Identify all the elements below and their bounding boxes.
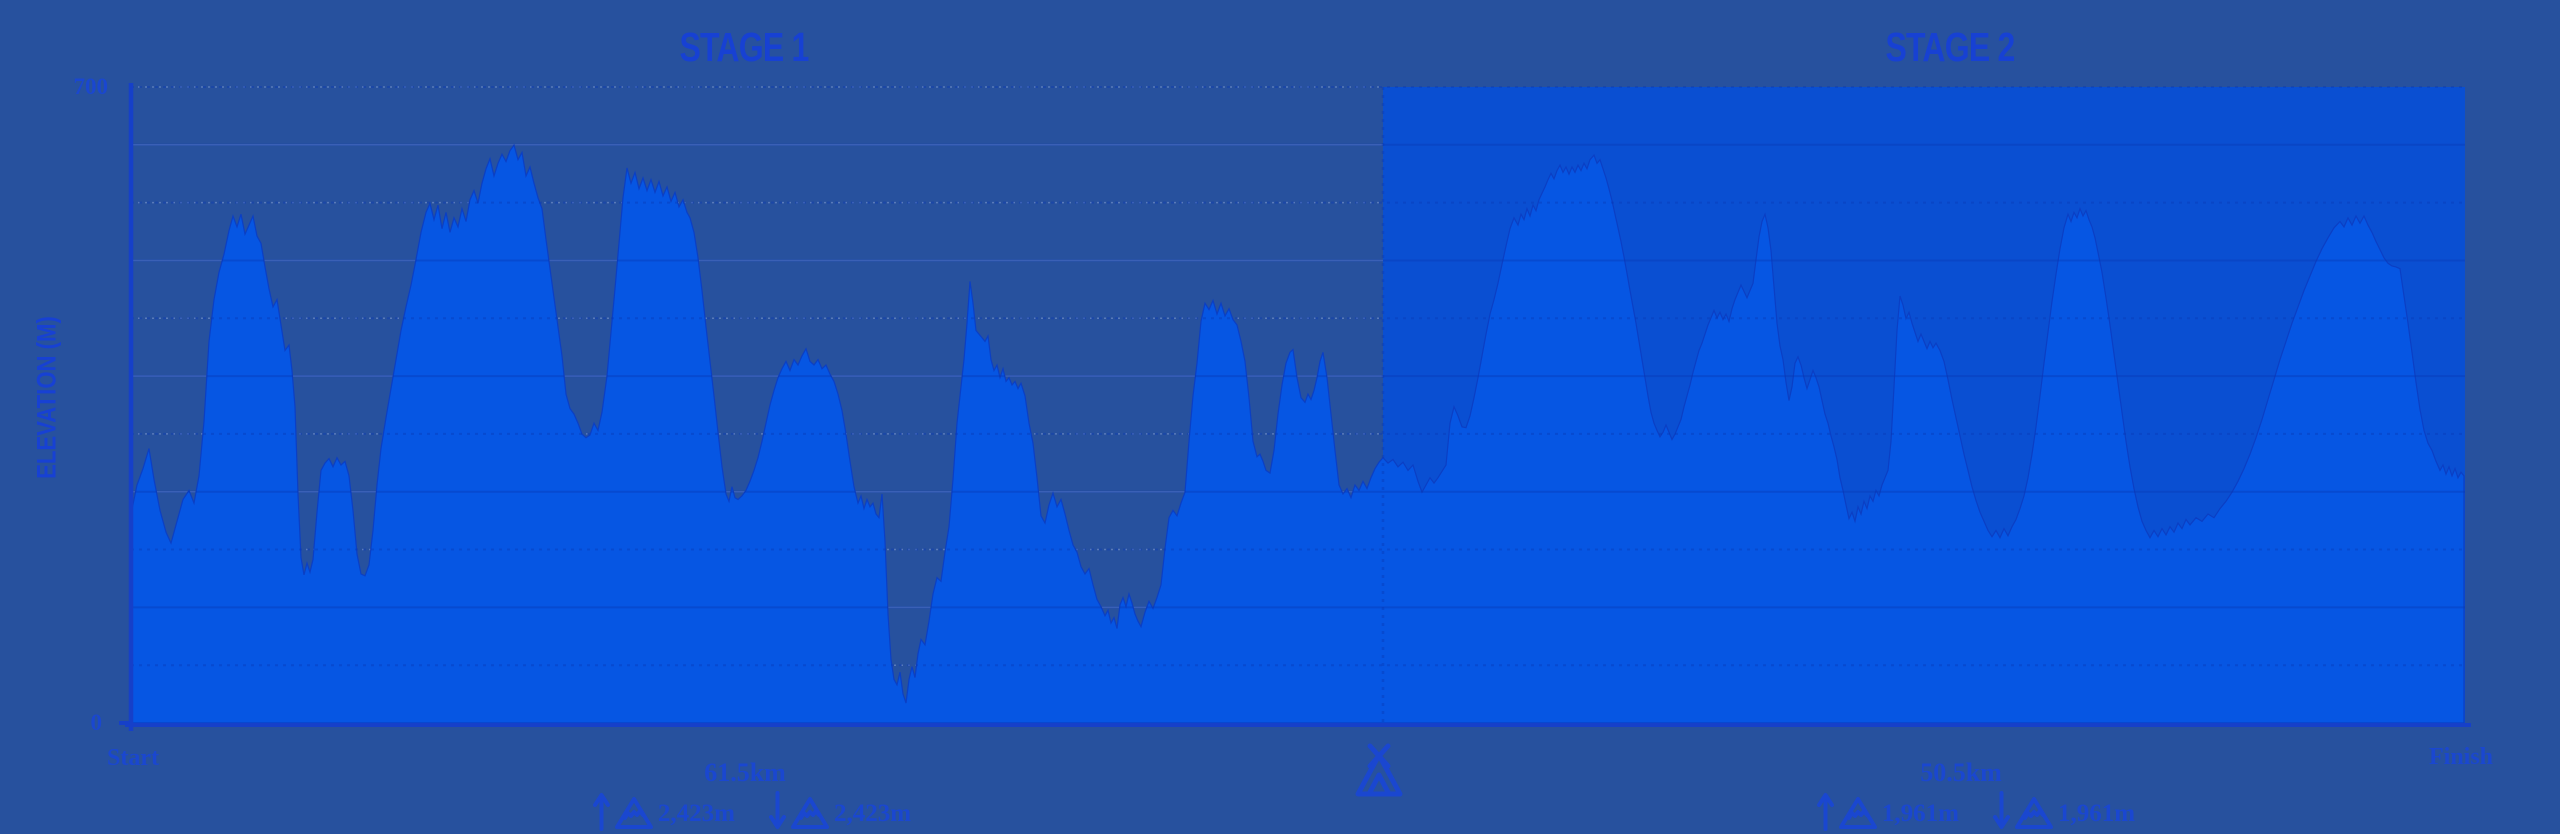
y-axis-max-label: 700 [73, 74, 109, 99]
y-axis-title: ELEVATION (M) [31, 316, 62, 479]
mountain-icon [2015, 797, 2053, 829]
stage1-loss-stat: 2,423m [769, 791, 911, 831]
stage2-stats-row: 1,961m 1,961m [1816, 788, 2136, 834]
arrow-down-icon [769, 791, 786, 829]
stage1-gain-stat: 2,423m [592, 791, 735, 831]
y-axis-min-label: 0 [90, 710, 103, 735]
x-axis-finish-label: Finish [2428, 744, 2494, 770]
stage2-gain-stat: 1,961m [1816, 791, 1959, 831]
stage2-loss-stat: 1,961m [1993, 791, 2135, 831]
stage1-loss-value: 2,423m [834, 800, 912, 827]
stage2-title: STAGE 2 [1885, 24, 2015, 70]
arrow-down-icon [1993, 791, 2010, 829]
mountain-icon [1838, 797, 1877, 829]
mountain-icon [791, 797, 829, 829]
arrow-up-icon [1816, 793, 1834, 831]
stage1-distance-label: 61.5km [704, 758, 786, 787]
stage2-distance-label: 50.5km [1920, 758, 2002, 787]
stage1-title: STAGE 1 [679, 24, 809, 70]
x-axis-start-label: Start [107, 745, 159, 771]
stage2-loss-value: 1,961m [2058, 800, 2136, 827]
elevation-area [130, 143, 2465, 724]
stage1-gain-value: 2,423m [657, 800, 735, 827]
tent-icon [1355, 743, 1403, 797]
stage1-stats-row: 2,423m 2,423m [592, 788, 912, 834]
arrow-up-icon [592, 793, 610, 831]
stage2-gain-value: 1,961m [1881, 800, 1959, 827]
mountain-icon [614, 797, 653, 829]
